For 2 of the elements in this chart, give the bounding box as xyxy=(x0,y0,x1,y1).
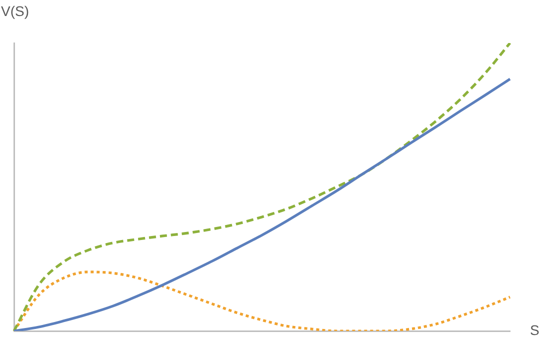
y-axis-title: V(S) xyxy=(1,2,29,19)
x-axis-title: S xyxy=(530,322,540,338)
